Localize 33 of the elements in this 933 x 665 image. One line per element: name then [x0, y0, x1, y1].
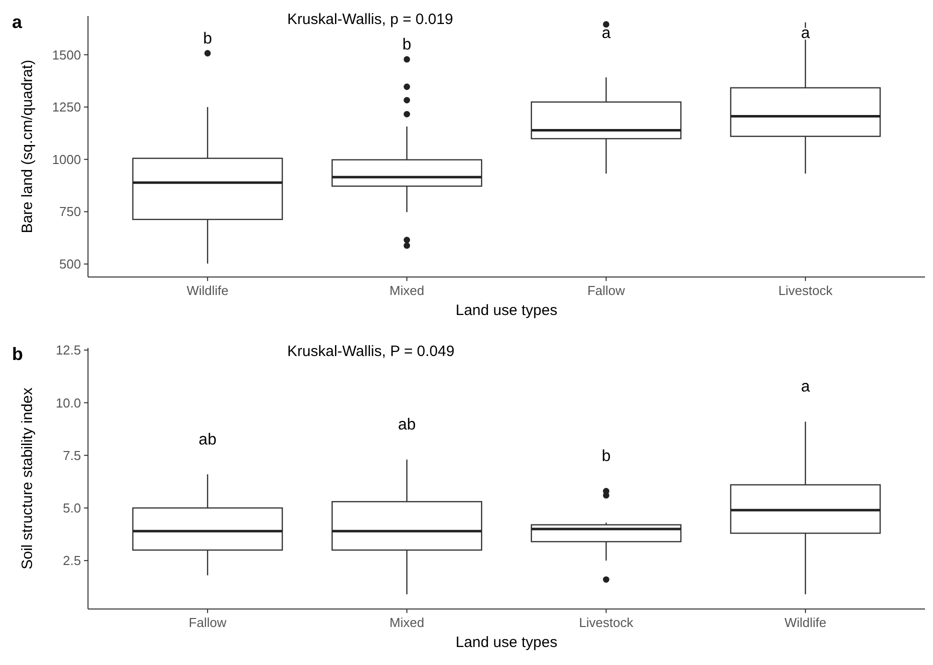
y-axis-title: Bare land (sq.cm/quadrat)	[19, 60, 36, 234]
x-axis-title: Land use types	[456, 634, 558, 651]
y-tick-label: 1250	[52, 100, 81, 115]
y-tick-label: 1000	[52, 152, 81, 167]
annotation: a	[602, 25, 611, 42]
y-tick-label: 2.5	[62, 553, 81, 568]
y-tick-label: 12.5	[56, 342, 81, 358]
annotation: ab	[398, 416, 416, 434]
y-tick-label: 10.0	[56, 395, 81, 410]
chart-title: a	[12, 12, 23, 32]
y-tick-label: 1500	[52, 47, 81, 62]
x-tick-label: Fallow	[188, 615, 227, 630]
y-tick-label: 750	[59, 204, 81, 220]
x-tick-label: Mixed	[390, 283, 424, 298]
x-tick-label: Mixed	[390, 615, 424, 630]
y-tick-label: 5.0	[62, 500, 81, 516]
x-tick-label: Wildlife	[186, 283, 229, 298]
x-tick-label: Fallow	[587, 283, 626, 298]
annotation: b	[602, 448, 611, 466]
y-tick-label: 7.5	[62, 448, 81, 463]
x-tick-label: Livestock	[778, 283, 834, 298]
y-tick-label: 500	[59, 256, 81, 272]
annotation: Kruskal-Wallis, p = 0.019	[287, 11, 454, 28]
annotation: a	[800, 378, 810, 396]
annotation: b	[402, 36, 412, 54]
annotation: Kruskal-Wallis, P = 0.049	[287, 343, 454, 360]
x-axis-title: Land use types	[456, 302, 558, 319]
x-tick-label: Wildlife	[784, 615, 826, 630]
chart-title: b	[12, 344, 23, 364]
annotation: b	[203, 30, 212, 48]
annotation: ab	[198, 431, 217, 448]
y-axis-title: Soil structure stability index	[19, 387, 36, 570]
x-tick-label: Livestock	[579, 615, 634, 630]
